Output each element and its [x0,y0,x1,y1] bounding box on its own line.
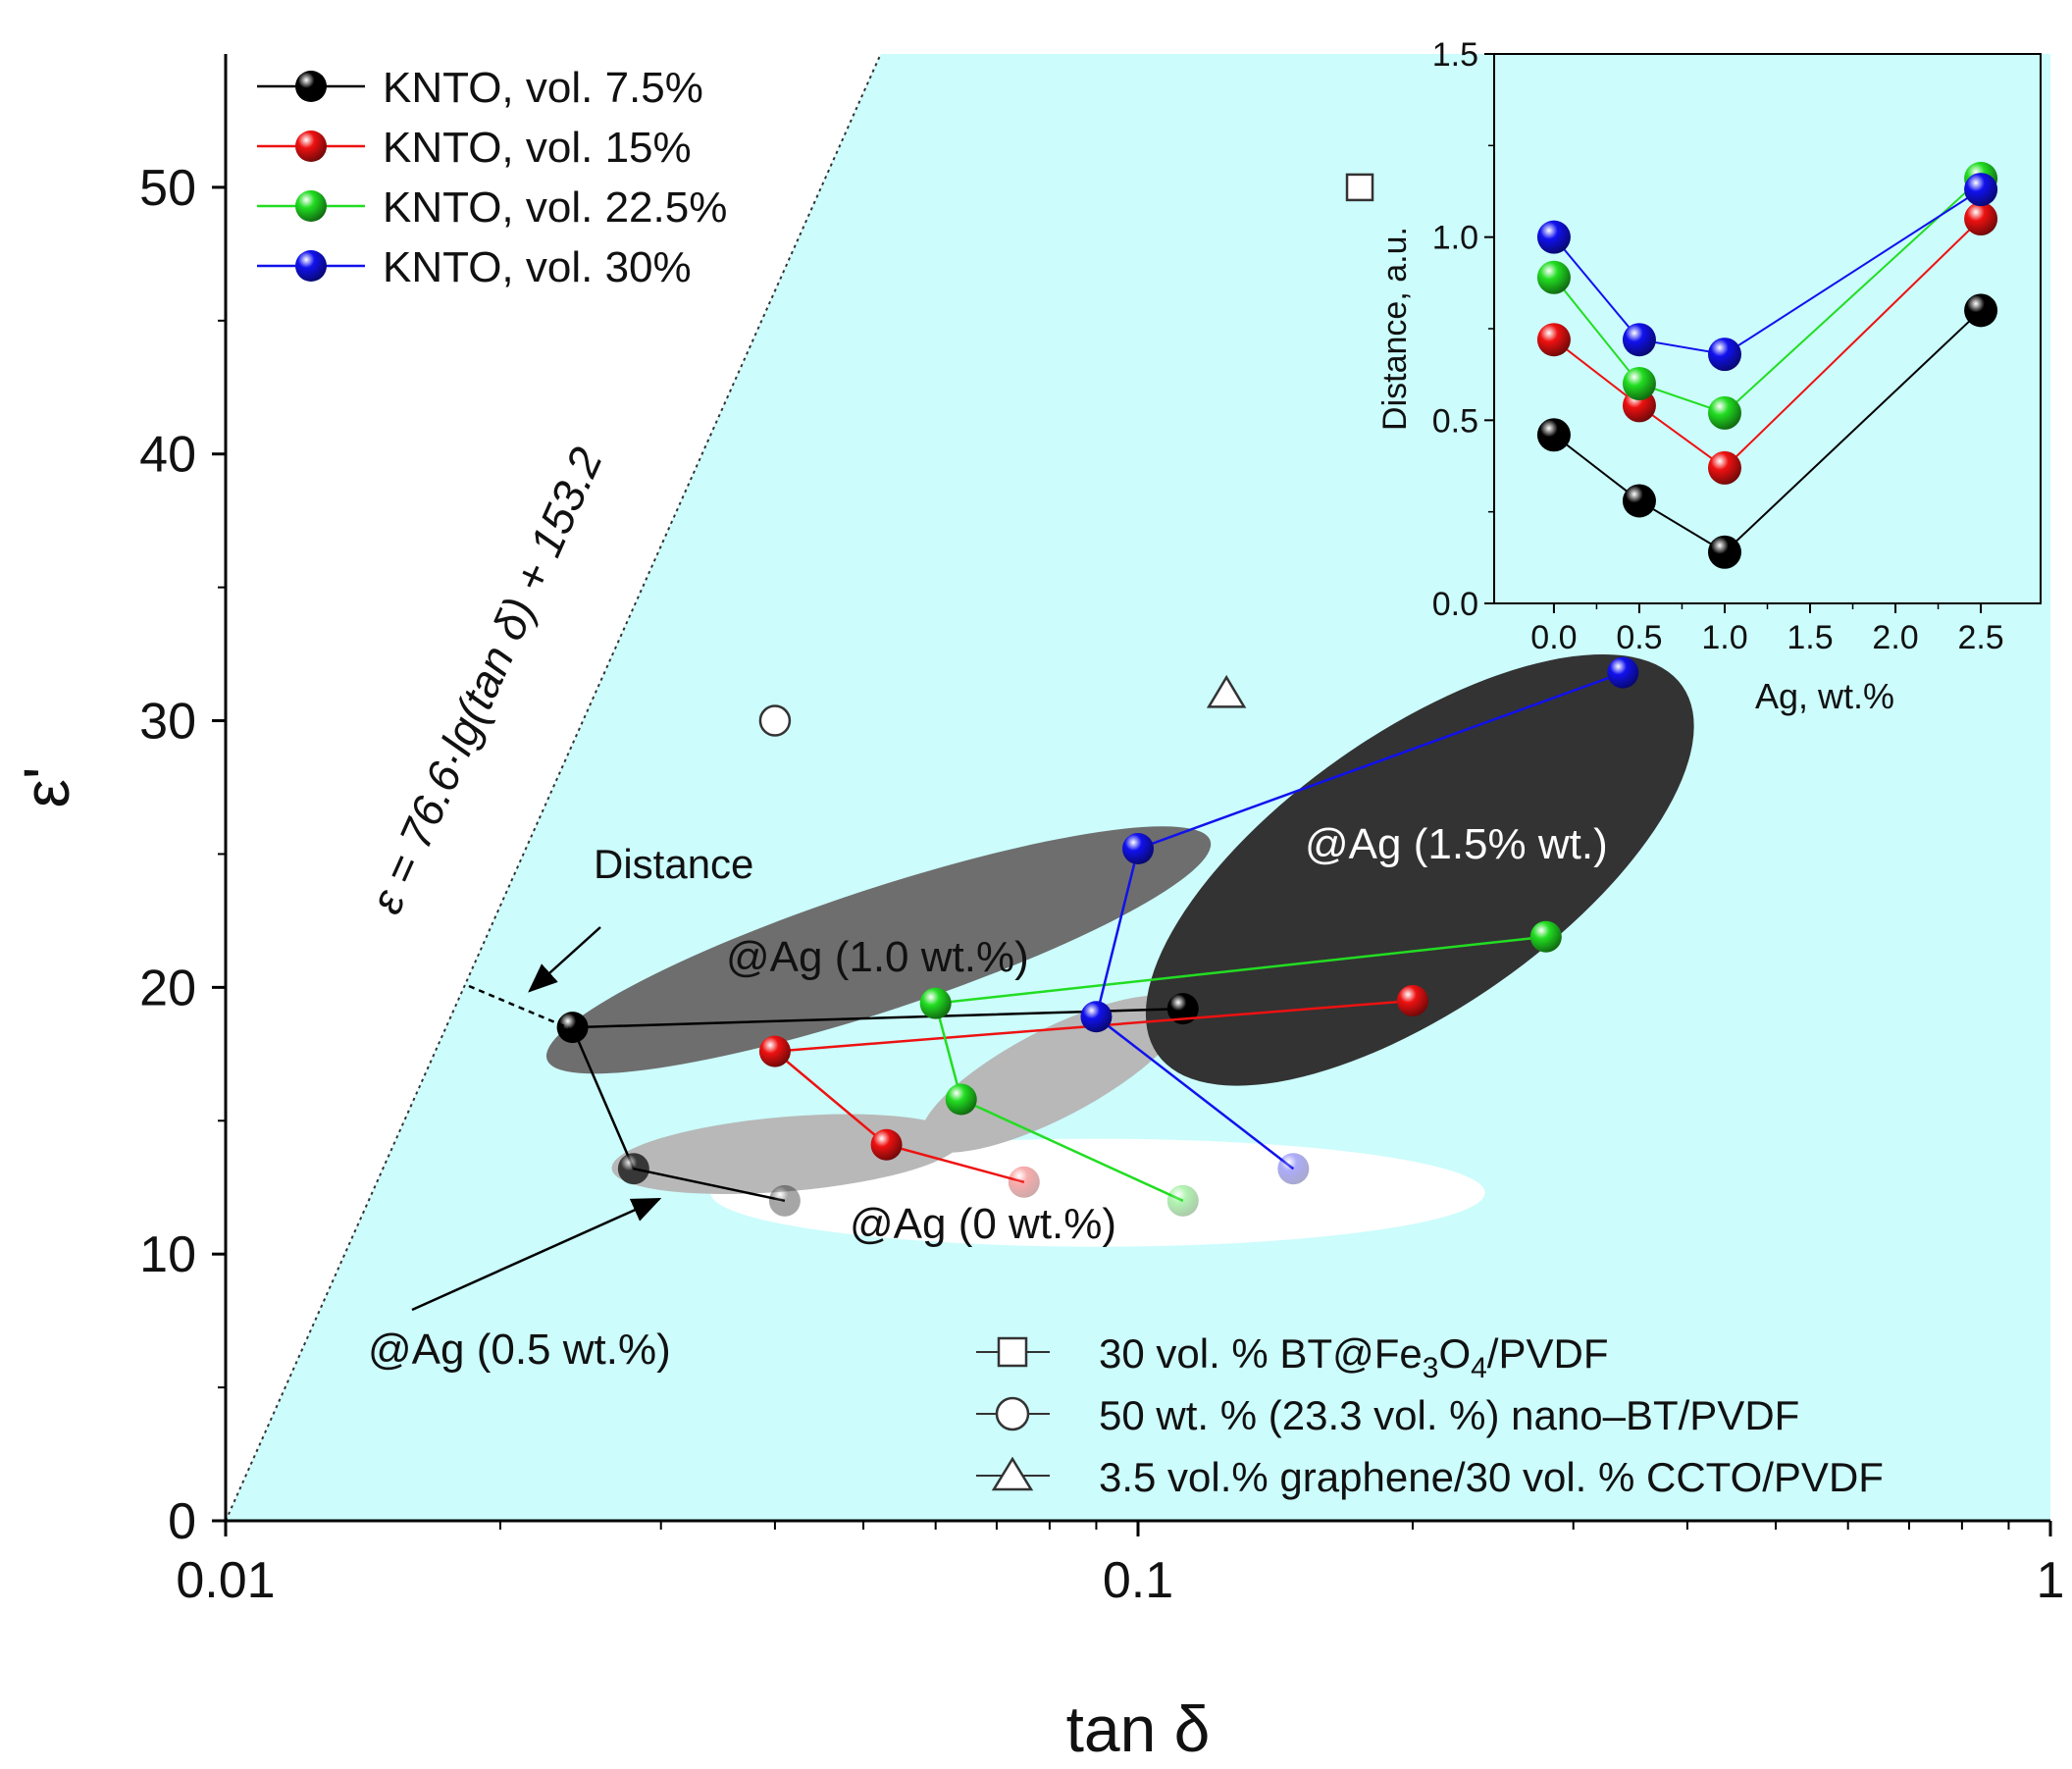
label-ag-1-0: @Ag (1.0 wt.%) [726,933,1029,981]
text-span: O [1438,1330,1471,1377]
x-tick-label: 1 [2037,1552,2065,1609]
inset-data-point [1964,202,1998,235]
inset-y-tick-label: 0.5 [1432,402,1478,440]
inset-x-tick-label: 2.0 [1872,619,1918,656]
data-point [1277,1153,1310,1185]
inset-y-axis-title: Distance, a.u. [1376,227,1414,431]
y-tick-label: 20 [139,960,196,1016]
inset-data-point [1707,338,1741,372]
data-point [617,1153,649,1185]
data-point [870,1128,903,1161]
x-axis-title: tan δ [1066,1692,1211,1765]
inset-data-point [1536,418,1571,452]
text-span: 30 vol. % BT@Fe [1099,1330,1423,1377]
y-axis-title: ε' [10,766,82,807]
data-point [768,1184,801,1217]
inset-data-point [1707,450,1741,485]
inset-x-tick-label: 1.5 [1787,619,1833,656]
inset-x-tick-label: 1.0 [1701,619,1747,656]
inset-data-point [1964,293,1998,328]
legend-marker [295,250,327,282]
label-ag-0: @Ag (0 wt.%) [850,1200,1116,1248]
inset-y-tick-label: 1.5 [1432,36,1478,74]
inset-series-line [1553,309,1982,553]
ref-legend-label: 30 vol. % BT@Fe3O4/PVDF [1099,1330,1608,1384]
legend-marker [295,71,327,102]
series-line [934,935,1546,1202]
legend-label: KNTO, vol. 15% [383,124,692,172]
data-point [945,1083,977,1116]
reference-point-square [1345,173,1374,202]
x-tick-label: 0.1 [1103,1552,1173,1609]
y-tick-label: 30 [139,694,196,751]
data-point [1396,984,1428,1016]
inset-y-tick-label: 0.0 [1432,586,1478,623]
inset-data-point [1964,173,1998,207]
reference-point-circle [758,704,792,737]
distance-dashed-line [468,984,570,1030]
inset-data-point [1622,484,1656,518]
legend-marker [295,190,327,222]
inset-data-point [1707,535,1741,569]
inset-series-line [1553,178,1982,415]
ref-legend-label: 3.5 vol.% graphene/30 vol. % CCTO/PVDF [1099,1454,1884,1500]
label-ag-0-5: @Ag (0.5 wt.%) [368,1326,671,1374]
series-line [1095,671,1624,1171]
inset-data-point [1622,323,1656,357]
data-point [556,1012,589,1044]
ref-legend-label: 50 wt. % (23.3 vol. %) nano–BT/PVDF [1099,1392,1799,1438]
inset-data-point [1536,260,1571,294]
data-point [1166,1184,1199,1217]
data-point [1080,1001,1113,1033]
inset-data-point [1622,367,1656,400]
ref-legend-circle [995,1396,1030,1431]
ellipse-ag-1-5 [1145,653,1694,1086]
subscript: 4 [1471,1352,1487,1384]
data-point [919,987,952,1019]
legend-label: KNTO, vol. 7.5% [383,64,703,112]
ellipse-ag-1-0 [545,826,1212,1074]
reference-point-triangle [1206,674,1247,708]
x-tick-label: 0.01 [176,1552,275,1609]
y-tick-label: 50 [139,160,196,217]
inset-data-point [1536,323,1571,357]
y-tick-label: 0 [168,1493,196,1550]
ag-0-5-arrow [411,1197,662,1312]
legend-label: KNTO, vol. 22.5% [383,183,727,232]
legend-marker [295,130,327,162]
label-ag-1-5: @Ag (1.5% wt.) [1305,820,1608,868]
inset-data-point [1707,395,1741,430]
y-tick-label: 40 [139,427,196,484]
ref-legend-triangle [991,1456,1034,1491]
inset-y-tick-label: 1.0 [1432,220,1478,257]
inset-series-line [1553,218,1982,470]
y-tick-label: 10 [139,1226,196,1283]
data-point [1122,833,1154,865]
inset-data-point [1536,220,1571,254]
data-point [1166,993,1199,1025]
text-span: /PVDF [1487,1330,1609,1377]
data-point [1607,656,1639,689]
ref-legend-square [997,1336,1028,1368]
inset-x-tick-label: 2.5 [1957,619,2003,656]
inset-x-tick-label: 0.5 [1616,619,1662,656]
data-point [1529,920,1562,953]
label-distance: Distance [594,841,753,887]
inset-x-tick-label: 0.0 [1530,619,1577,656]
series-line [570,1007,1183,1203]
subscript: 3 [1423,1352,1439,1384]
data-point [758,1035,791,1067]
inset-x-axis-title: Ag, wt.% [1755,676,1894,716]
inset-series-line [1553,188,1982,356]
data-point [1008,1166,1040,1198]
distance-arrow [528,926,601,993]
legend-label: KNTO, vol. 30% [383,243,692,291]
